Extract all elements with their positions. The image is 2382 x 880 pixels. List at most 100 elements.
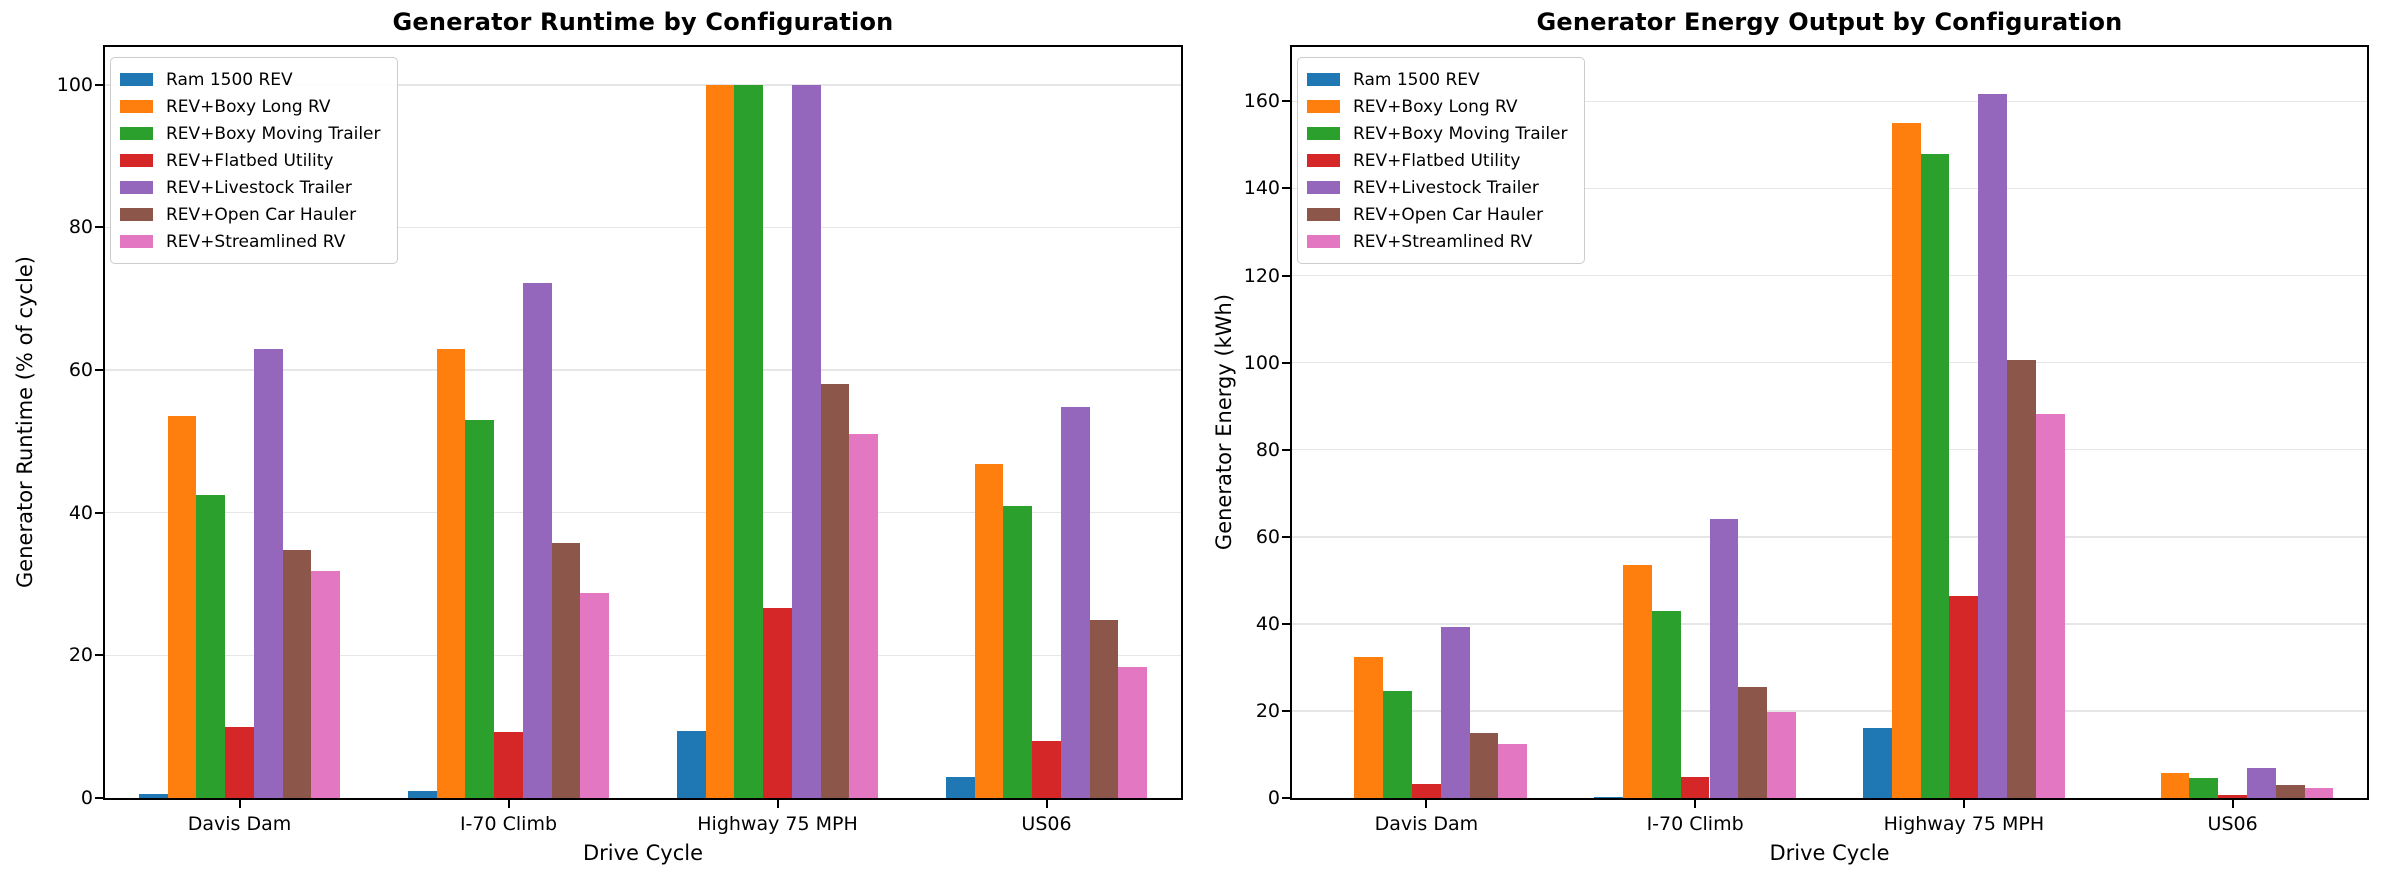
x-tick-label: US06 [1021, 813, 1072, 835]
legend-label: REV+Flatbed Utility [166, 150, 334, 171]
bar [1383, 690, 1412, 798]
legend-label: REV+Flatbed Utility [1353, 150, 1521, 171]
bar [225, 726, 254, 798]
y-tick-label: 160 [1243, 90, 1280, 113]
x-tick-label: Davis Dam [1374, 813, 1479, 835]
y-tick [1282, 361, 1290, 364]
bar [1920, 153, 1950, 798]
bar [2304, 788, 2334, 798]
x-tick-label: Highway 75 MPH [697, 813, 858, 835]
legend-item: REV+Livestock Trailer [120, 174, 381, 201]
x-tick [238, 800, 241, 808]
y-tick-label: 0 [1267, 787, 1280, 809]
y-axis-label: Generator Energy (kWh) [1212, 293, 1236, 551]
bar [465, 420, 495, 798]
bar [282, 549, 312, 798]
legend-item: REV+Open Car Hauler [1307, 201, 1568, 228]
x-axis-label: Drive Cycle [582, 841, 704, 865]
x-tick [1045, 800, 1048, 808]
gridline [105, 369, 1181, 371]
legend-swatch-icon [120, 100, 153, 113]
legend-item: Ram 1500 REV [1307, 66, 1568, 93]
legend-label: REV+Boxy Moving Trailer [166, 123, 381, 144]
bar [1680, 777, 1710, 798]
bar [1767, 712, 1796, 798]
bar [2131, 797, 2161, 798]
legend-swatch-icon [1307, 100, 1340, 113]
bar [2160, 772, 2190, 798]
legend-label: REV+Boxy Moving Trailer [1353, 123, 1568, 144]
bar [436, 348, 466, 798]
y-tick [95, 797, 103, 799]
gridline [1292, 100, 2367, 103]
legend-swatch-icon [1307, 235, 1340, 248]
x-tick-label: Davis Dam [187, 813, 292, 835]
bar [2007, 359, 2036, 798]
y-tick [1282, 100, 1290, 103]
bar [734, 84, 764, 798]
y-tick [1282, 448, 1290, 451]
legend-swatch-icon [1307, 127, 1340, 140]
x-axis-label: Drive Cycle [1769, 841, 1890, 865]
chart-title: Generator Runtime by Configuration [392, 8, 894, 36]
bar [1651, 610, 1681, 798]
y-tick-label: 40 [1255, 612, 1280, 635]
gridline [105, 226, 1181, 229]
legend-swatch-icon [1307, 73, 1340, 86]
y-tick-label: 40 [68, 501, 93, 524]
legend-item: REV+Boxy Long RV [1307, 93, 1568, 120]
legend-swatch-icon [1307, 154, 1340, 167]
legend-item: REV+Boxy Moving Trailer [1307, 120, 1568, 147]
bar [1089, 619, 1119, 798]
legend-item: Ram 1500 REV [120, 66, 381, 93]
bar [763, 608, 792, 798]
x-tick [1425, 800, 1428, 808]
y-tick-label: 80 [1255, 438, 1280, 461]
y-tick [1282, 187, 1290, 190]
bar [791, 84, 821, 798]
bar [1440, 626, 1470, 798]
y-tick [1282, 622, 1290, 625]
gridline [105, 654, 1181, 657]
bar [1469, 732, 1499, 798]
x-tick [2231, 800, 2234, 808]
legend-label: REV+Streamlined RV [166, 231, 346, 252]
y-tick-label: 120 [1243, 264, 1280, 287]
y-tick-label: 20 [68, 644, 93, 667]
y-tick-label: 140 [1243, 177, 1280, 200]
y-tick-label: 100 [1243, 351, 1280, 374]
bar [945, 776, 975, 798]
bar [2218, 794, 2247, 798]
bar [1891, 123, 1921, 798]
bar [705, 84, 735, 798]
bar [1863, 728, 1892, 798]
legend-label: REV+Boxy Long RV [1353, 96, 1518, 117]
bar [551, 543, 581, 798]
legend-swatch-icon [120, 208, 153, 221]
bar [138, 794, 168, 798]
gridline [1292, 536, 2367, 538]
legend-swatch-icon [120, 181, 153, 194]
legend-item: REV+Livestock Trailer [1307, 174, 1568, 201]
legend-label: REV+Open Car Hauler [166, 204, 357, 225]
legend-label: REV+Livestock Trailer [1353, 177, 1539, 198]
bar [2275, 784, 2305, 798]
legend-swatch-icon [120, 73, 153, 86]
bar [849, 434, 879, 798]
legend-swatch-icon [120, 127, 153, 140]
legend-label: REV+Streamlined RV [1353, 231, 1533, 252]
y-tick [1282, 797, 1290, 799]
y-tick [95, 83, 103, 86]
x-tick-label: I-70 Climb [459, 813, 558, 835]
bar [1003, 505, 1033, 798]
legend-item: REV+Flatbed Utility [120, 147, 381, 174]
bar [580, 592, 610, 798]
bar [522, 283, 552, 798]
legend-label: Ram 1500 REV [166, 69, 293, 90]
y-tick-label: 80 [68, 216, 93, 239]
legend-item: REV+Streamlined RV [1307, 228, 1568, 255]
gridline [105, 84, 1181, 86]
x-tick [1962, 800, 1965, 808]
legend-item: REV+Boxy Moving Trailer [120, 120, 381, 147]
